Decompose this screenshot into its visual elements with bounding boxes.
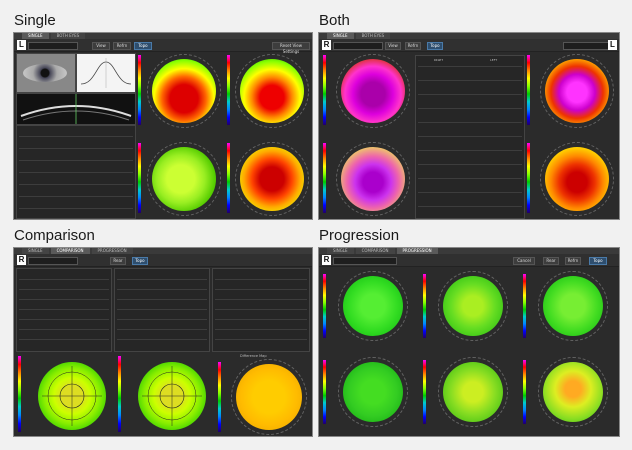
eye-indicator: R [17, 255, 26, 265]
exam-b-table [114, 268, 210, 352]
single-screenshot: SINGLE BOTH EYES L View Refrn Topo Reset… [13, 32, 313, 220]
eye-indicator: L [17, 40, 26, 50]
rear-button[interactable]: Rear [110, 257, 126, 265]
single-data-table [16, 125, 136, 219]
single-toolbar: L View Refrn Topo Reset View Settings [14, 39, 312, 54]
curve-graph [76, 53, 136, 93]
tab-progression[interactable]: PROGRESSION [91, 248, 133, 254]
tab-both-eyes[interactable]: BOTH EYES [50, 33, 86, 39]
scheimpflug-svg [20, 94, 132, 124]
tab-progression[interactable]: PROGRESSION [396, 248, 438, 254]
rear-button[interactable]: Rear [543, 257, 559, 265]
exam-select[interactable] [333, 257, 397, 265]
exam-a-table [16, 268, 112, 352]
tab-single[interactable]: SINGLE [327, 33, 354, 39]
comparison-label: Comparison [14, 227, 95, 244]
table-header-right: RIGHT [434, 58, 444, 62]
exam-select[interactable] [28, 257, 78, 265]
eye-indicator: R [322, 255, 331, 265]
progression-tabbar: SINGLE COMPARISON PROGRESSION [319, 248, 619, 254]
progression-toolbar: R Cancel Rear Refrn Topo [319, 254, 619, 267]
reset-view-button[interactable]: Reset View Settings [272, 42, 310, 54]
progression-label: Progression [319, 227, 400, 244]
both-tabbar: SINGLE BOTH EYES [319, 33, 619, 39]
refrn-button[interactable]: Refrn [405, 42, 421, 50]
both-screenshot: SINGLE BOTH EYES R View Refrn Topo L RIG… [318, 32, 620, 220]
refrn-button[interactable]: Refrn [565, 257, 581, 265]
eye-indicator-right: R [322, 40, 331, 50]
tab-single[interactable]: SINGLE [22, 248, 49, 254]
tab-both-eyes[interactable]: BOTH EYES [355, 33, 391, 39]
single-tabbar: SINGLE BOTH EYES [14, 33, 312, 39]
tab-single[interactable]: SINGLE [22, 33, 49, 39]
view-button[interactable]: View [92, 42, 110, 50]
refrn-button[interactable]: Refrn [113, 42, 131, 50]
single-label: Single [14, 12, 56, 29]
comparison-screenshot: SINGLE COMPARISON PROGRESSION R Rear Top… [13, 247, 313, 437]
topo-button[interactable]: Topo [589, 257, 607, 265]
comparison-toolbar: R Rear Topo [14, 254, 312, 267]
curve-graph-svg [80, 58, 132, 88]
exam-select[interactable] [28, 42, 78, 50]
both-label: Both [319, 12, 350, 29]
tab-comparison[interactable]: COMPARISON [50, 248, 90, 254]
progression-screenshot: SINGLE COMPARISON PROGRESSION R Cancel R… [318, 247, 620, 437]
exam-select-right[interactable] [333, 42, 383, 50]
cancel-button[interactable]: Cancel [513, 257, 535, 265]
difference-map-title: Difference Map [240, 354, 267, 358]
eye-photo [16, 53, 76, 93]
tab-single[interactable]: SINGLE [327, 248, 354, 254]
tab-comparison[interactable]: COMPARISON [355, 248, 395, 254]
exam-b-overlay [142, 366, 202, 426]
view-button[interactable]: View [385, 42, 401, 50]
eye-indicator-left: L [608, 40, 617, 50]
comparison-tabbar: SINGLE COMPARISON PROGRESSION [14, 248, 312, 254]
topo-button[interactable]: Topo [132, 257, 148, 265]
table-header-left: LEFT [490, 58, 498, 62]
both-data-table: RIGHT LEFT [415, 55, 525, 219]
scheimpflug-image [16, 93, 136, 125]
difference-table [212, 268, 310, 352]
exam-select-left[interactable] [563, 42, 609, 50]
topo-button[interactable]: Topo [134, 42, 152, 50]
exam-a-overlay [42, 366, 102, 426]
topo-button[interactable]: Topo [427, 42, 443, 50]
both-toolbar: R View Refrn Topo L [319, 39, 619, 52]
